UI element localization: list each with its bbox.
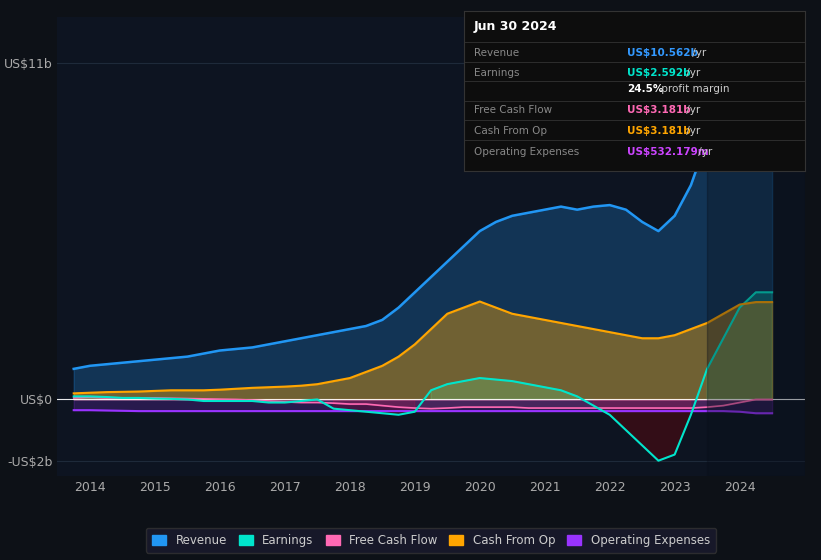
Text: /yr: /yr xyxy=(682,68,699,78)
Text: US$3.181b: US$3.181b xyxy=(627,126,691,136)
Text: US$3.181b: US$3.181b xyxy=(627,105,691,115)
Text: /yr: /yr xyxy=(689,48,706,58)
Text: Earnings: Earnings xyxy=(474,68,520,78)
Text: US$2.592b: US$2.592b xyxy=(627,68,691,78)
Text: /yr: /yr xyxy=(682,105,699,115)
Text: Revenue: Revenue xyxy=(474,48,519,58)
Text: Free Cash Flow: Free Cash Flow xyxy=(474,105,553,115)
Bar xyxy=(707,17,805,476)
Text: US$532.179m: US$532.179m xyxy=(627,147,709,157)
Legend: Revenue, Earnings, Free Cash Flow, Cash From Op, Operating Expenses: Revenue, Earnings, Free Cash Flow, Cash … xyxy=(146,528,716,553)
Text: profit margin: profit margin xyxy=(658,85,730,95)
Text: 24.5%: 24.5% xyxy=(627,85,664,95)
Text: /yr: /yr xyxy=(682,126,699,136)
Text: /yr: /yr xyxy=(695,147,712,157)
Text: Cash From Op: Cash From Op xyxy=(474,126,547,136)
Text: Operating Expenses: Operating Expenses xyxy=(474,147,580,157)
Text: Jun 30 2024: Jun 30 2024 xyxy=(474,20,557,34)
Text: US$10.562b: US$10.562b xyxy=(627,48,699,58)
